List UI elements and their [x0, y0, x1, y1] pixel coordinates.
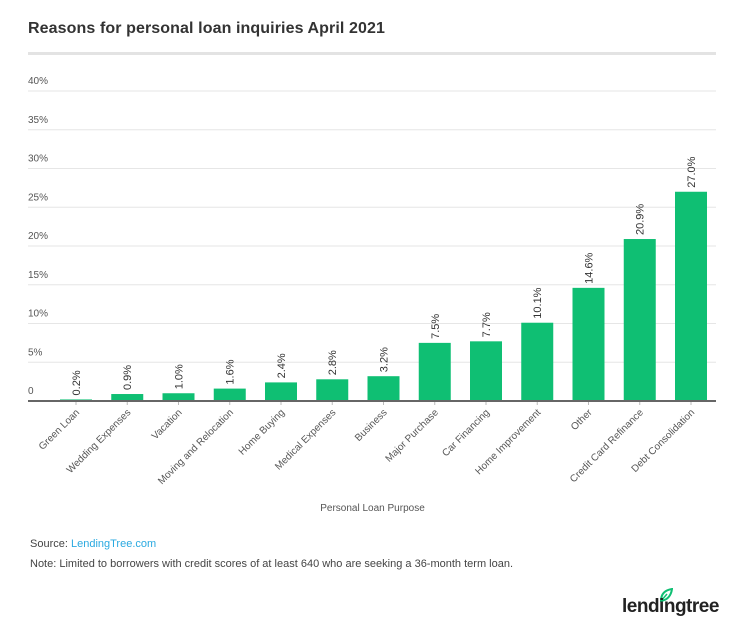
y-tick-label: 0 [28, 386, 34, 397]
title-divider [28, 52, 716, 55]
data-label: 14.6% [584, 252, 596, 283]
bar [675, 191, 707, 401]
bar [162, 393, 195, 401]
bar [572, 287, 605, 401]
y-tick-label: 30% [28, 154, 48, 165]
x-tick-label: Business [353, 407, 389, 443]
y-tick-label: 40% [28, 76, 48, 87]
x-tick-label: Vacation [150, 407, 185, 442]
source-line: Source: LendingTree.com [30, 538, 156, 550]
y-tick-label: 10% [28, 309, 48, 320]
bar [521, 322, 554, 401]
x-tick-label: Home Buying [237, 407, 287, 457]
data-label: 27.0% [686, 156, 698, 187]
data-label: 2.4% [276, 353, 288, 378]
x-tick-label: Other [569, 407, 595, 433]
data-label: 20.9% [635, 204, 647, 235]
note-text: Note: Limited to borrowers with credit s… [30, 558, 514, 570]
logo-wordmark: lendingtree [622, 596, 719, 617]
source-label: Source: [30, 538, 71, 550]
y-tick-label: 35% [28, 115, 48, 126]
y-tick-label: 25% [28, 192, 48, 203]
leaf-icon [659, 588, 673, 602]
x-tick-label: Green Loan [37, 407, 82, 452]
bar [316, 379, 349, 401]
bar [470, 341, 502, 401]
data-label: 10.1% [532, 287, 544, 318]
y-tick-label: 20% [28, 231, 48, 242]
x-axis-title: Personal Loan Purpose [320, 503, 425, 514]
bar [265, 382, 297, 401]
x-tick-label: Major Purchase [384, 407, 442, 465]
bar [213, 388, 246, 401]
y-tick-label: 5% [28, 347, 43, 358]
data-label: 7.5% [430, 314, 442, 339]
data-label: 3.2% [379, 347, 391, 372]
chart-title: Reasons for personal loan inquiries Apri… [28, 20, 385, 37]
source-link[interactable]: LendingTree.com [70, 538, 157, 550]
data-label: 0.2% [71, 370, 83, 395]
bar-chart: 0 5% 10% 15% 20% 25% 30% 35% 40% 0.2% Green Loan 0.… [28, 76, 716, 487]
y-tick-label: 15% [28, 270, 48, 281]
bar [623, 239, 656, 401]
bar [111, 394, 144, 401]
data-label: 7.7% [481, 312, 493, 337]
data-label: 1.6% [225, 359, 237, 384]
x-tick-label: Car Financing [440, 407, 492, 459]
data-label: 2.8% [327, 350, 339, 375]
bar [418, 342, 451, 401]
bar [367, 376, 400, 401]
data-label: 1.0% [174, 364, 186, 389]
lendingtree-logo: lendingtree [622, 588, 719, 618]
data-label: 0.9% [122, 365, 134, 390]
